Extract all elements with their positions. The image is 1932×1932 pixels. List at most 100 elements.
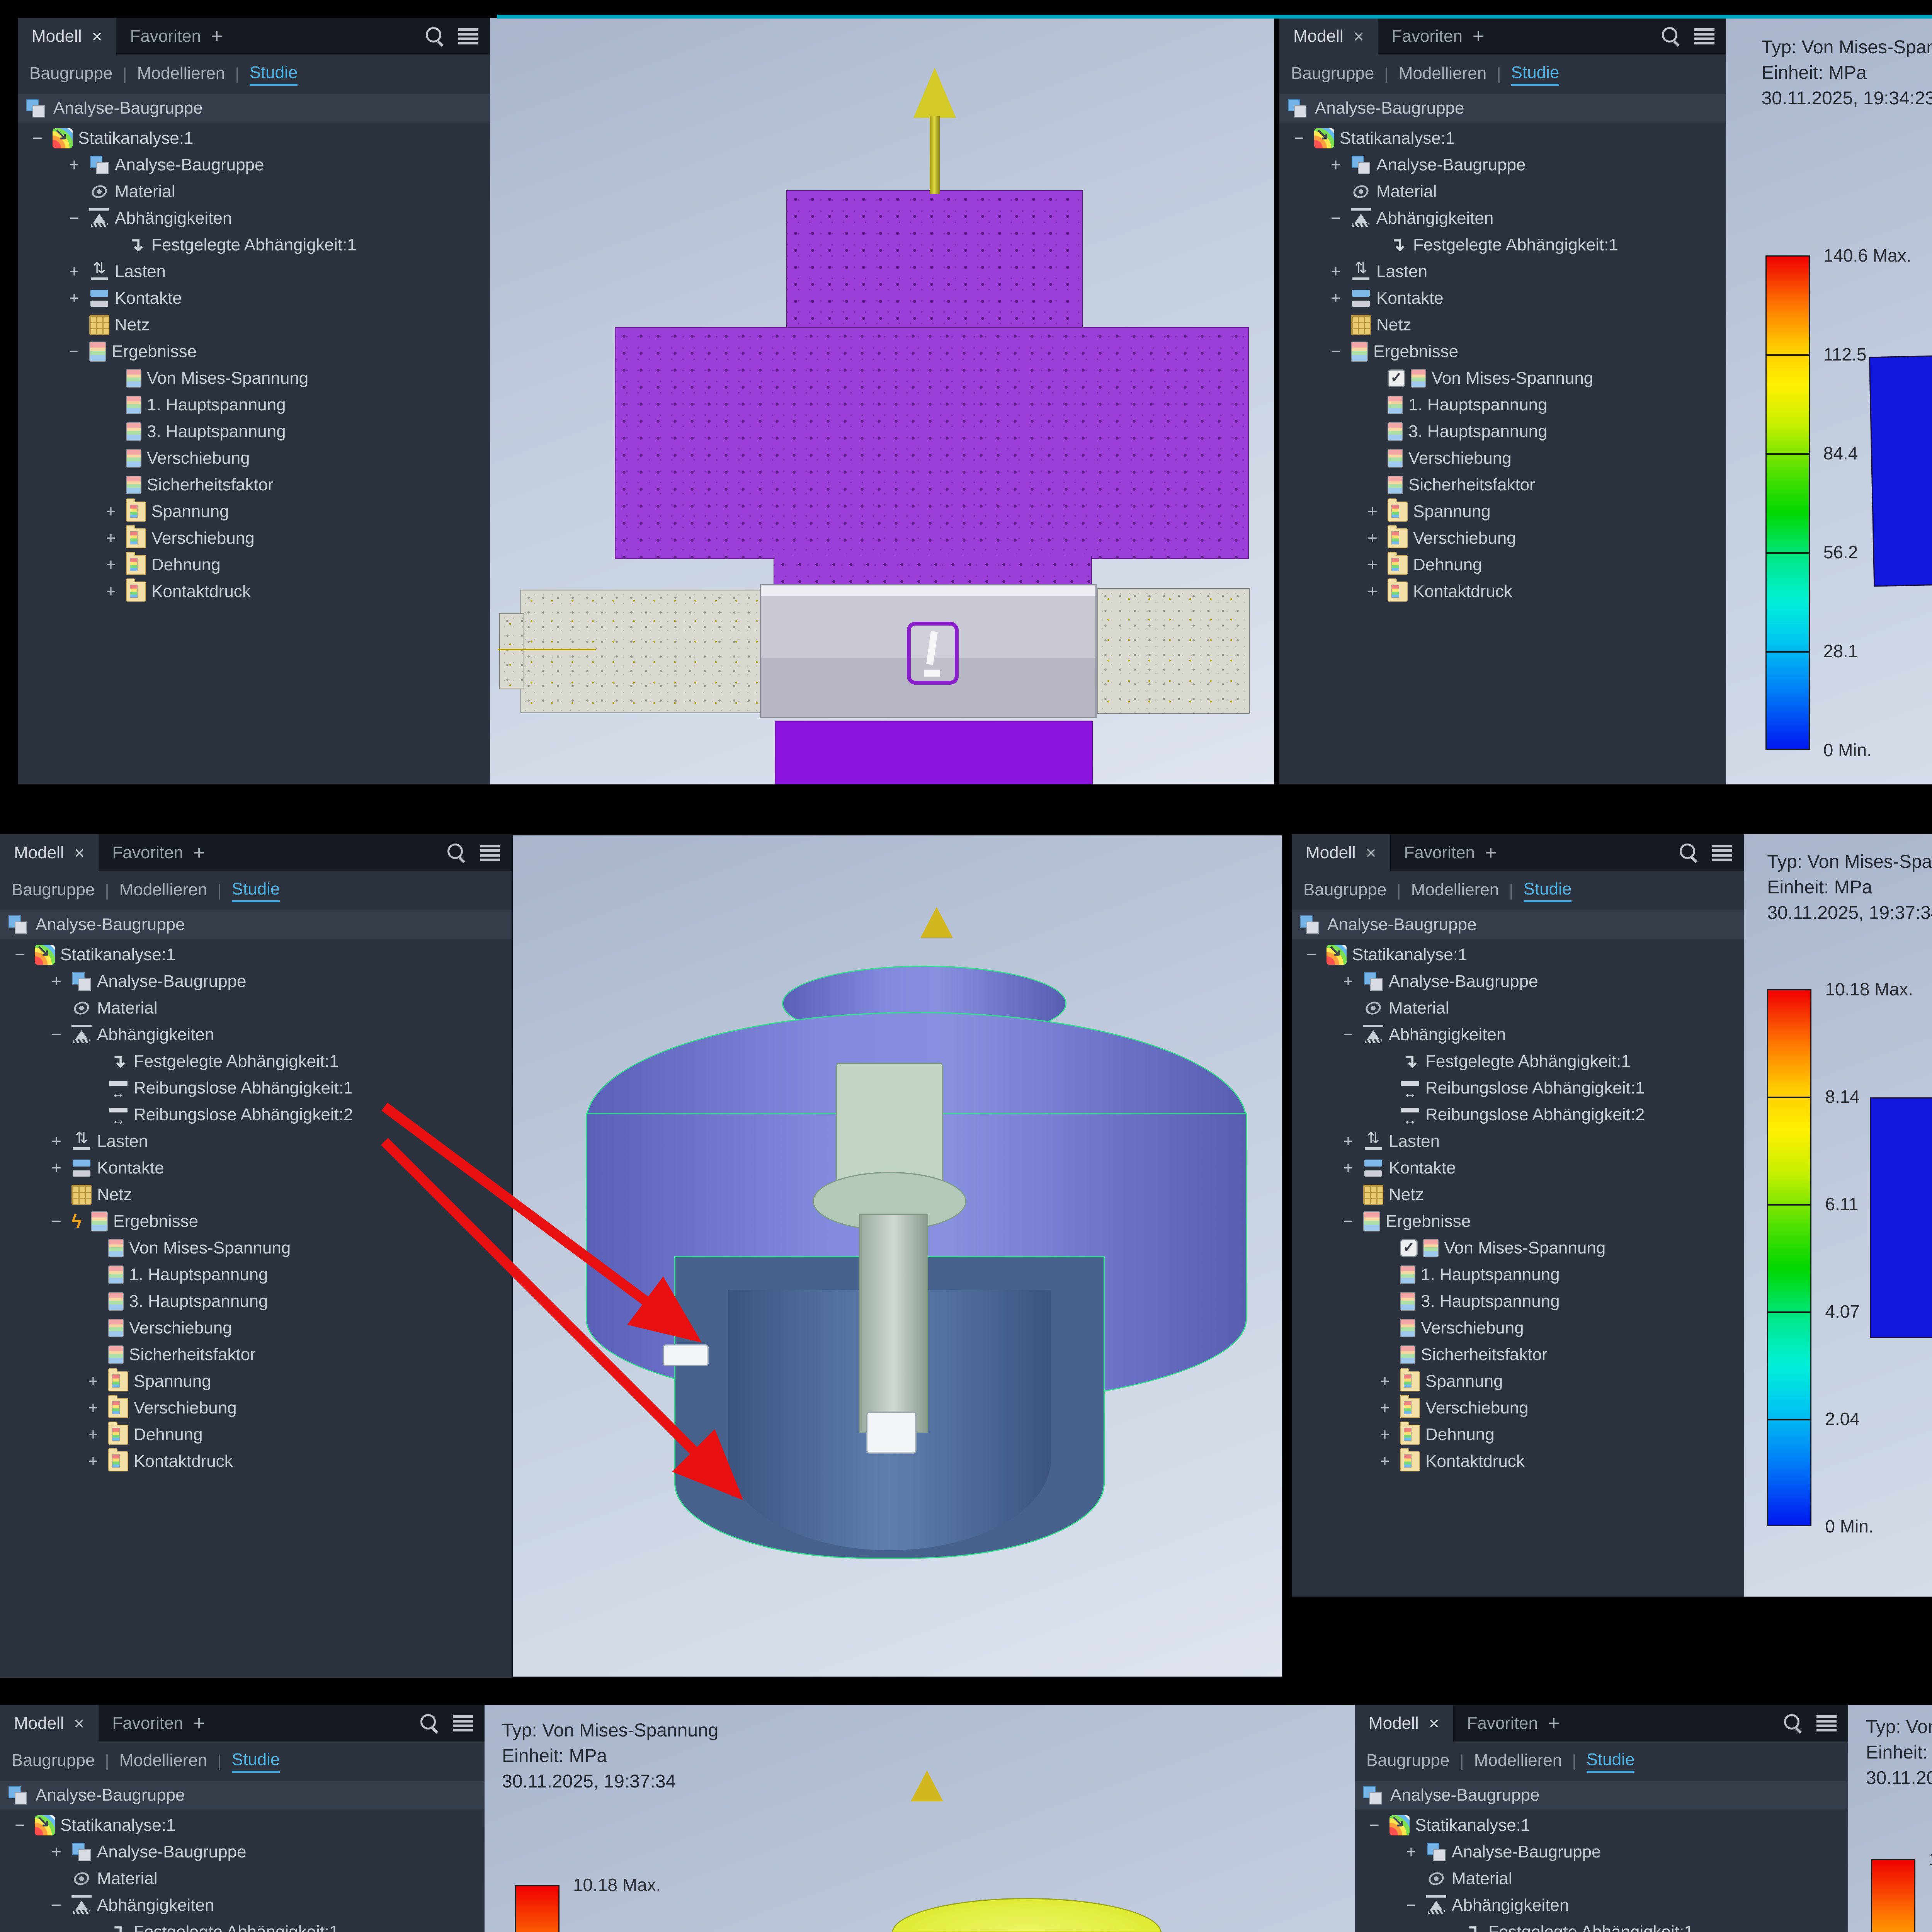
tree-expander-icon[interactable]: −	[1343, 1025, 1353, 1044]
tree-item-verschiebung[interactable]: + Verschiebung	[0, 1395, 512, 1421]
tree-item-material[interactable]: Material	[18, 178, 490, 205]
tree-item-abhängigkeiten[interactable]: − Abhängigkeiten	[1355, 1892, 1848, 1918]
tree-item-reibungslose-abhängigkeit-1[interactable]: Reibungslose Abhängigkeit:1	[1292, 1075, 1744, 1101]
tree-item-von-mises-spannung[interactable]: Von Mises-Spannung	[1292, 1235, 1744, 1261]
tree-item-ergebnisse[interactable]: − Ergebnisse	[1279, 338, 1726, 365]
tree-expander-icon[interactable]: −	[1306, 945, 1316, 964]
tree-item-netz[interactable]: Netz	[18, 311, 490, 338]
tree-expander-icon[interactable]: +	[51, 1842, 61, 1861]
ribbon-tab-modellieren[interactable]: Modellieren	[137, 64, 225, 83]
tree-item-abhängigkeiten[interactable]: − Abhängigkeiten	[1279, 205, 1726, 231]
tree-item-kontakte[interactable]: + Kontakte	[0, 1155, 512, 1181]
search-icon[interactable]	[418, 1713, 440, 1734]
tree-expander-icon[interactable]: +	[69, 262, 79, 281]
tree-item-festgelegte-abhängigkeit-1[interactable]: Festgelegte Abhängigkeit:1	[1279, 231, 1726, 258]
tree-item-3-hauptspannung[interactable]: 3. Hauptspannung	[1292, 1288, 1744, 1315]
tree-item-von-mises-spannung[interactable]: Von Mises-Spannung	[1279, 365, 1726, 391]
tree-item-reibungslose-abhängigkeit-2[interactable]: Reibungslose Abhängigkeit:2	[0, 1101, 512, 1128]
tab-modell[interactable]: Modell ×	[1355, 1705, 1453, 1742]
ribbon-tab-baugruppe[interactable]: Baugruppe	[1291, 64, 1374, 83]
tree-item-dehnung[interactable]: + Dehnung	[1292, 1421, 1744, 1448]
tree-item-3-hauptspannung[interactable]: 3. Hauptspannung	[18, 418, 490, 445]
viewport-3d[interactable]	[512, 834, 1283, 1678]
tree-expander-icon[interactable]: +	[51, 1158, 61, 1177]
tree-item-reibungslose-abhängigkeit-2[interactable]: Reibungslose Abhängigkeit:2	[1292, 1101, 1744, 1128]
tree-item-abhängigkeiten[interactable]: − Abhängigkeiten	[1292, 1021, 1744, 1048]
tree-root-analyse-baugruppe[interactable]: Analyse-Baugruppe	[1292, 910, 1744, 939]
tree-expander-icon[interactable]: +	[106, 555, 116, 574]
menu-icon[interactable]	[1712, 844, 1732, 861]
tree-expander-icon[interactable]: +	[1331, 288, 1341, 308]
tree-item-verschiebung[interactable]: Verschiebung	[1279, 445, 1726, 471]
tree-expander-icon[interactable]: −	[1331, 342, 1341, 361]
tree-item-lasten[interactable]: + Lasten	[0, 1128, 512, 1155]
tree-root-analyse-baugruppe[interactable]: Analyse-Baugruppe	[0, 1781, 485, 1810]
tab-favoriten[interactable]: Favoriten +	[99, 1705, 219, 1742]
tab-modell[interactable]: Modell ×	[18, 18, 116, 54]
tree-expander-icon[interactable]: −	[51, 1211, 61, 1231]
tab-modell[interactable]: Modell ×	[1292, 834, 1390, 871]
close-icon[interactable]: ×	[1366, 842, 1376, 863]
tree-item-festgelegte-abhängigkeit-1[interactable]: Festgelegte Abhängigkeit:1	[0, 1918, 485, 1932]
tab-modell[interactable]: Modell ×	[0, 1705, 99, 1742]
tree-item-netz[interactable]: Netz	[0, 1181, 512, 1208]
menu-icon[interactable]	[1816, 1715, 1837, 1731]
tree-root-analyse-baugruppe[interactable]: Analyse-Baugruppe	[1355, 1781, 1848, 1810]
tree-item-verschiebung[interactable]: Verschiebung	[0, 1315, 512, 1341]
tree-expander-icon[interactable]: +	[88, 1398, 98, 1417]
tree-item-verschiebung[interactable]: + Verschiebung	[1292, 1395, 1744, 1421]
add-tab-icon[interactable]: +	[193, 1712, 205, 1735]
tab-favoriten[interactable]: Favoriten +	[116, 18, 237, 54]
tree-item-dehnung[interactable]: + Dehnung	[18, 551, 490, 578]
tree-item-spannung[interactable]: + Spannung	[18, 498, 490, 525]
tree-item-lasten[interactable]: + Lasten	[1292, 1128, 1744, 1155]
tree-item-analyse-baugruppe[interactable]: + Analyse-Baugruppe	[0, 968, 512, 995]
tree-expander-icon[interactable]: +	[1406, 1842, 1416, 1861]
ribbon-tab-studie[interactable]: Studie	[1523, 879, 1572, 902]
tree-item-1-hauptspannung[interactable]: 1. Hauptspannung	[0, 1261, 512, 1288]
tree-expander-icon[interactable]: +	[1343, 1158, 1353, 1177]
tree-expander-icon[interactable]: −	[69, 208, 79, 228]
tree-item-analyse-baugruppe[interactable]: + Analyse-Baugruppe	[1355, 1838, 1848, 1865]
tree-expander-icon[interactable]: +	[88, 1371, 98, 1391]
tree-item-abhängigkeiten[interactable]: − Abhängigkeiten	[0, 1021, 512, 1048]
tree-item-sicherheitsfaktor[interactable]: Sicherheitsfaktor	[18, 471, 490, 498]
tree-item-1-hauptspannung[interactable]: 1. Hauptspannung	[1279, 391, 1726, 418]
search-icon[interactable]	[445, 842, 467, 864]
tree-item-statikanalyse-1[interactable]: − Statikanalyse:1	[0, 941, 512, 968]
tree-item-material[interactable]: Material	[0, 995, 512, 1021]
close-icon[interactable]: ×	[1429, 1713, 1439, 1733]
tree-expander-icon[interactable]: +	[1380, 1371, 1390, 1391]
tree-item-3-hauptspannung[interactable]: 3. Hauptspannung	[0, 1288, 512, 1315]
tree-expander-icon[interactable]: +	[106, 502, 116, 521]
ribbon-tab-modellieren[interactable]: Modellieren	[1398, 64, 1487, 83]
tree-expander-icon[interactable]: +	[1380, 1425, 1390, 1444]
tab-favoriten[interactable]: Favoriten +	[1378, 18, 1498, 54]
ribbon-tab-studie[interactable]: Studie	[1511, 63, 1560, 86]
tree-item-material[interactable]: Material	[0, 1865, 485, 1892]
viewport-3d[interactable]	[490, 18, 1274, 784]
tree-item-kontaktdruck[interactable]: + Kontaktdruck	[1279, 578, 1726, 605]
ribbon-tab-baugruppe[interactable]: Baugruppe	[1366, 1751, 1450, 1770]
search-icon[interactable]	[1677, 842, 1699, 864]
tree-item-statikanalyse-1[interactable]: − Statikanalyse:1	[1292, 941, 1744, 968]
viewport-3d[interactable]: Typ: Von Mises-Spannung Einheit: MPa 30.…	[1726, 18, 1932, 784]
close-icon[interactable]: ×	[74, 1713, 85, 1733]
tree-item-abhängigkeiten[interactable]: − Abhängigkeiten	[18, 205, 490, 231]
tree-item-kontaktdruck[interactable]: + Kontaktdruck	[1292, 1448, 1744, 1475]
tree-item-statikanalyse-1[interactable]: − Statikanalyse:1	[0, 1811, 485, 1838]
tree-expander-icon[interactable]: −	[32, 128, 43, 148]
tree-item-lasten[interactable]: + Lasten	[1279, 258, 1726, 285]
tree-item-sicherheitsfaktor[interactable]: Sicherheitsfaktor	[1292, 1341, 1744, 1368]
menu-icon[interactable]	[1694, 28, 1714, 44]
add-tab-icon[interactable]: +	[1472, 25, 1485, 48]
tree-expander-icon[interactable]: +	[1380, 1398, 1390, 1417]
tree-expander-icon[interactable]: +	[88, 1451, 98, 1471]
tree-expander-icon[interactable]: −	[51, 1895, 61, 1915]
ribbon-tab-baugruppe[interactable]: Baugruppe	[12, 1751, 95, 1770]
ribbon-tab-modellieren[interactable]: Modellieren	[119, 880, 207, 899]
tree-item-1-hauptspannung[interactable]: 1. Hauptspannung	[1292, 1261, 1744, 1288]
add-tab-icon[interactable]: +	[193, 841, 205, 864]
tree-expander-icon[interactable]: +	[1380, 1451, 1390, 1471]
tree-root-analyse-baugruppe[interactable]: Analyse-Baugruppe	[0, 910, 512, 939]
